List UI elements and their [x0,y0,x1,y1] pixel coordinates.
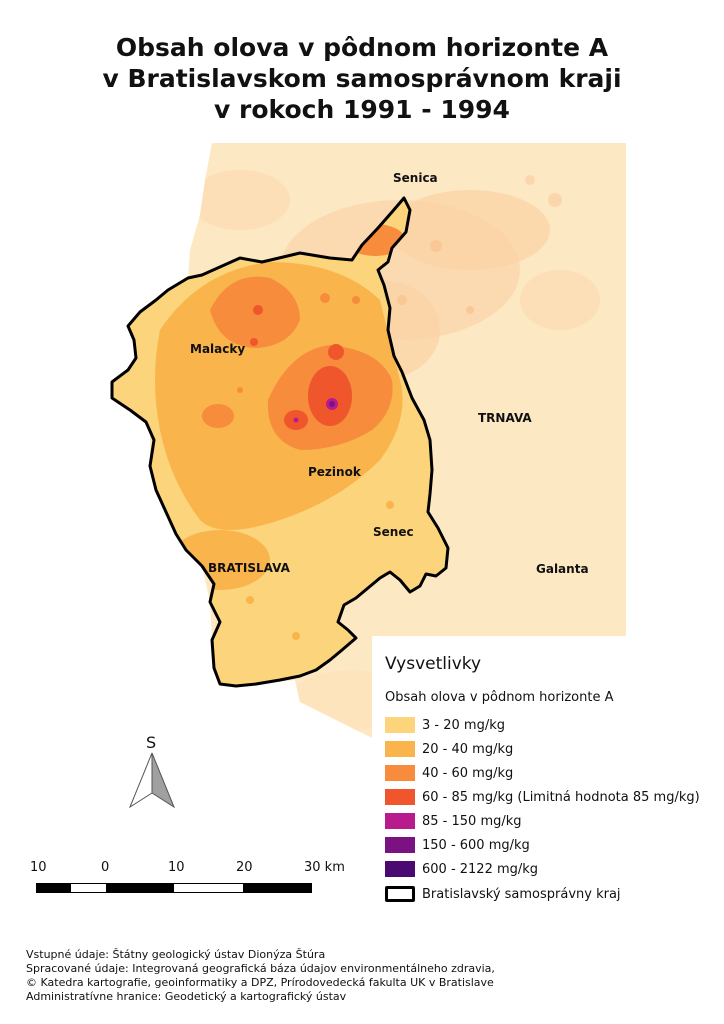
place-trnava: TRNAVA [478,411,532,425]
place-bratislava: BRATISLAVA [208,561,291,575]
legend-swatch [385,837,415,853]
place-senica: Senica [393,171,438,185]
scale-segment [208,884,243,892]
north-arrow-icon [128,752,176,809]
legend-swatch [385,789,415,805]
scale-segment [276,884,311,892]
map-title: Obsah olova v pôdnom horizonte A v Brati… [0,32,724,125]
title-line-2: v Bratislavskom samosprávnom kraji [102,64,622,93]
legend-item-class-6: 150 - 600 mg/kg [385,836,530,854]
scale-bar [36,883,312,893]
legend-item-boundary: Bratislavský samosprávny kraj [385,885,621,903]
legend-label: 600 - 2122 mg/kg [422,861,539,877]
place-galanta: Galanta [536,562,589,576]
legend-swatch-boundary [385,886,415,902]
scale-label-5: 30 km [304,860,345,875]
legend-subheading: Obsah olova v pôdnom horizonte A [385,690,614,705]
legend-item-class-1: 3 - 20 mg/kg [385,716,505,734]
credits-line-2: Spracované údaje: Integrovaná geografick… [26,962,495,975]
place-senec: Senec [373,525,414,539]
north-letter: S [146,733,157,752]
legend-label: 20 - 40 mg/kg [422,741,514,757]
legend-label-boundary: Bratislavský samosprávny kraj [422,886,621,902]
credits: Vstupné údaje: Štátny geologický ústav D… [26,948,495,1004]
north-arrow: S [126,733,178,811]
legend-swatch [385,717,415,733]
credits-line-3: © Katedra kartografie, geoinformatiky a … [26,976,494,989]
scale-label-4: 20 [236,860,253,875]
legend-item-class-4: 60 - 85 mg/kg (Limitná hodnota 85 mg/kg) [385,788,700,806]
place-malacky: Malacky [190,342,245,356]
legend-label: 150 - 600 mg/kg [422,837,530,853]
legend-heading: Vysvetlivky [385,654,482,674]
scale-segment [174,884,209,892]
credits-line-1: Vstupné údaje: Štátny geologický ústav D… [26,948,326,961]
legend-label: 3 - 20 mg/kg [422,717,505,733]
legend-label: 85 - 150 mg/kg [422,813,522,829]
legend-swatch [385,765,415,781]
legend-item-class-3: 40 - 60 mg/kg [385,764,513,782]
scale-label-1: 10 [30,860,47,875]
legend-swatch [385,861,415,877]
scale-label-2: 0 [101,860,110,875]
scale-segment [37,884,72,892]
title-line-3: v rokoch 1991 - 1994 [214,95,510,124]
scale-segment [71,884,106,892]
legend-swatch [385,741,415,757]
credits-line-4: Administratívne hranice: Geodetický a ka… [26,990,347,1003]
scale-segment [105,884,140,892]
legend-swatch [385,813,415,829]
legend-label: 60 - 85 mg/kg (Limitná hodnota 85 mg/kg) [422,789,700,805]
scale-label-3: 10 [168,860,185,875]
scale-segment [242,884,277,892]
title-line-1: Obsah olova v pôdnom horizonte A [115,33,609,62]
legend-item-class-5: 85 - 150 mg/kg [385,812,522,830]
legend-item-class-2: 20 - 40 mg/kg [385,740,513,758]
scale-segment [139,884,174,892]
legend: Vysvetlivky Obsah olova v pôdnom horizon… [372,638,700,918]
legend-label: 40 - 60 mg/kg [422,765,514,781]
place-pezinok: Pezinok [308,465,362,479]
legend-item-class-7: 600 - 2122 mg/kg [385,860,538,878]
